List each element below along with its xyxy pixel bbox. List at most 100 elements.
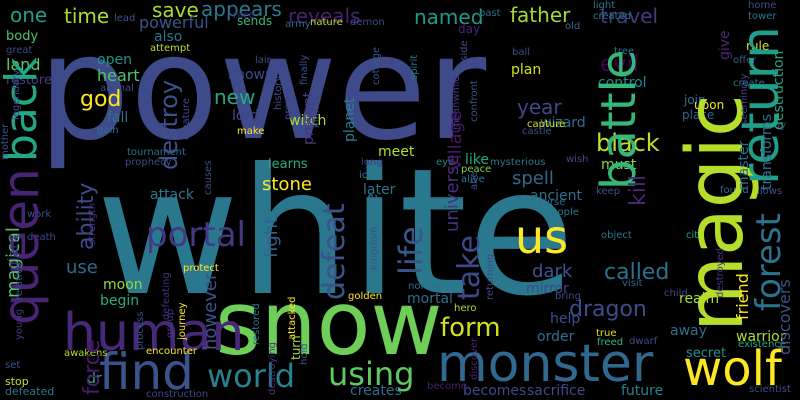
- word-child: child: [664, 288, 688, 299]
- word-like: like: [465, 152, 490, 168]
- word-returning: returning: [485, 253, 496, 300]
- word-kingdom: kingdom: [369, 226, 380, 270]
- word-city: city: [686, 230, 705, 241]
- word-world: world: [207, 357, 296, 395]
- word-human: human: [63, 303, 245, 363]
- word-year: year: [517, 95, 562, 119]
- word-spell: spell: [512, 168, 554, 189]
- word-appears: appears: [201, 0, 282, 21]
- word-work: work: [27, 209, 52, 220]
- word-way: way: [766, 120, 787, 131]
- word-protect: protect: [183, 263, 219, 274]
- word-named: named: [414, 5, 484, 29]
- word-monster: monster: [437, 334, 654, 394]
- word-open: open: [97, 52, 132, 68]
- word-prophecy: prophecy: [125, 157, 172, 168]
- word-find: find: [99, 343, 194, 400]
- word-later: later: [363, 182, 396, 198]
- word-object: object: [601, 230, 632, 241]
- word-stop: stop: [5, 375, 29, 388]
- word-light: light: [593, 0, 616, 11]
- word-upon: upon: [694, 98, 725, 112]
- word-take: take: [452, 235, 487, 300]
- word-discovers: discovers: [775, 279, 794, 355]
- word-however: however: [200, 272, 221, 350]
- word-dr: dr: [87, 371, 102, 387]
- word-help: help: [550, 311, 581, 327]
- word-curse: curse: [538, 197, 566, 208]
- word-fall: fall: [107, 110, 129, 126]
- word-visit: visit: [622, 278, 643, 289]
- word-dark: dark: [532, 261, 573, 282]
- word-known: known: [228, 67, 274, 83]
- word-must: must: [601, 157, 637, 173]
- word-black: black: [596, 129, 660, 157]
- word-discover: discover: [469, 337, 480, 380]
- word-create: create: [733, 78, 765, 89]
- word-give: give: [717, 30, 733, 60]
- word-construction: construction: [146, 389, 209, 400]
- word-restored: restored: [251, 303, 262, 345]
- word-sends: sends: [237, 14, 273, 28]
- word-rule: rule: [746, 39, 770, 53]
- word-lead: lead: [114, 13, 136, 24]
- word-past: past: [479, 8, 501, 19]
- word-awakens: awakens: [64, 348, 108, 359]
- word-kidnaps: kidnaps: [311, 89, 322, 128]
- word-day: day: [458, 22, 481, 36]
- word-mirror: mirror: [526, 281, 569, 297]
- word-reveals: reveals: [288, 4, 361, 28]
- word-powerful: powerful: [139, 13, 209, 32]
- word-form: form: [440, 313, 501, 343]
- word-travel: travel: [600, 4, 659, 28]
- word-eye: eye: [436, 157, 455, 168]
- word-stone: stone: [262, 174, 312, 195]
- word-battle: battle: [591, 49, 647, 190]
- word-away: away: [670, 323, 707, 339]
- word-legendary: legendary: [11, 69, 22, 120]
- word-join: join: [684, 93, 706, 107]
- word-true: true: [596, 328, 617, 339]
- word-secret: secret: [686, 346, 727, 361]
- word-prevent: prevent: [283, 81, 294, 120]
- word-home: home: [748, 0, 777, 11]
- word-encounter: encounter: [146, 346, 197, 357]
- word-bring: bring: [555, 291, 581, 302]
- word-warrior: warrior: [736, 329, 786, 345]
- word-sacrifice: sacrifice: [527, 383, 586, 399]
- word-life: life: [392, 226, 430, 275]
- word-ball: ball: [512, 47, 531, 58]
- word-creature: creature: [181, 98, 192, 140]
- word-relative: relative: [14, 262, 25, 300]
- word-heart: heart: [97, 66, 140, 85]
- word-lair: lair: [255, 55, 271, 66]
- word-place: place: [682, 108, 715, 122]
- word-learns: learns: [268, 157, 308, 172]
- word-planet: planet: [342, 97, 358, 142]
- word-finally: finally: [299, 54, 310, 85]
- word-attempt: attempt: [150, 43, 191, 54]
- word-inside: inside: [459, 40, 470, 70]
- word-us: us: [515, 210, 569, 264]
- word-defeat: defeat: [317, 203, 352, 300]
- word-allows: allows: [751, 186, 783, 197]
- word-demon: demon: [350, 17, 385, 28]
- word-creates: creates: [350, 383, 402, 399]
- word-journey: journey: [177, 302, 188, 340]
- word-one: one: [10, 3, 48, 27]
- word-dragon: dragon: [569, 297, 647, 322]
- word-freed: freed: [597, 337, 624, 348]
- word-power: power: [38, 4, 487, 173]
- word-people: people: [545, 207, 579, 218]
- word-begin: begin: [100, 293, 140, 309]
- word-attacked: attacked: [287, 296, 298, 340]
- word-abe: abe: [469, 171, 480, 190]
- word-found: found: [720, 185, 749, 196]
- word-control: control: [598, 75, 647, 91]
- word-friend: friend: [733, 273, 752, 320]
- word-using: using: [328, 355, 415, 393]
- word-old: old: [565, 21, 581, 32]
- word-castle: castle: [522, 126, 552, 137]
- word-defeating: defeating: [161, 272, 172, 320]
- word-wish: wish: [566, 154, 589, 165]
